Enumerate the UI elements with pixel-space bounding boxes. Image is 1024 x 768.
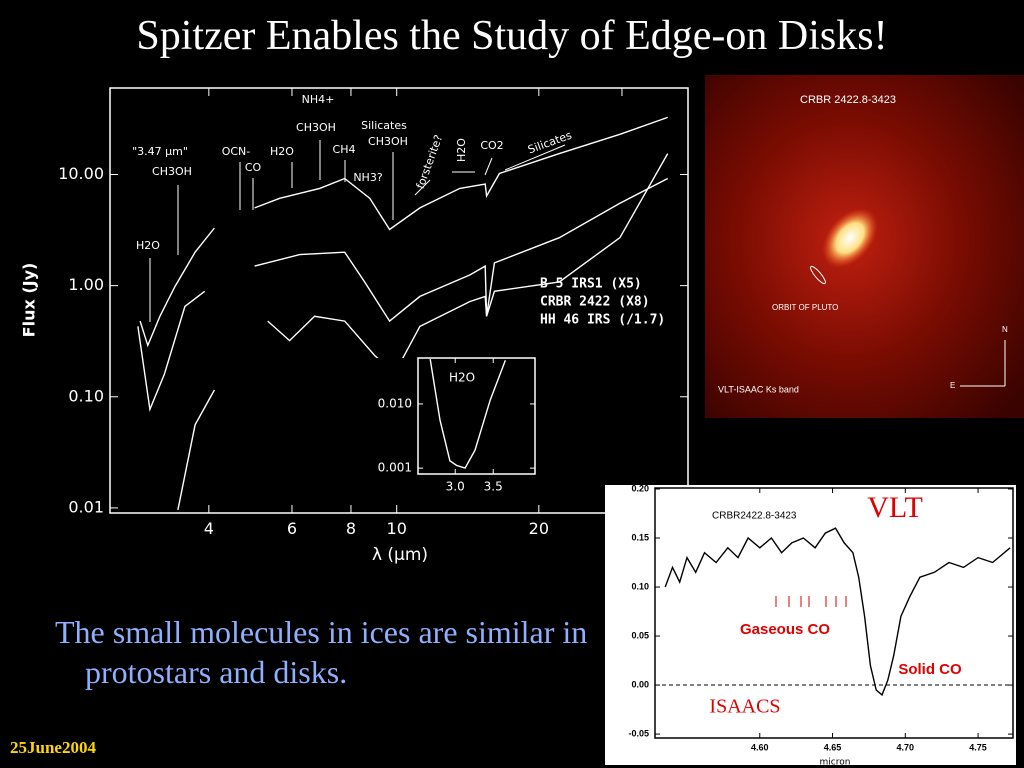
y-tick-label: 0.05 [631, 630, 649, 640]
y-axis-label: Flux (Jy) [617, 607, 636, 672]
spectrum-line [177, 153, 669, 511]
y-tick-label: 0.01 [68, 497, 104, 516]
image-title: CRBR 2422.8-3423 [800, 94, 896, 106]
body-text: The small molecules in ices are similar … [55, 614, 588, 690]
spectrum-line [137, 177, 669, 413]
x-tick-label: 20 [529, 519, 549, 538]
annotation: CO2 [480, 139, 503, 152]
image-label: E [950, 381, 955, 390]
y-tick-label: 10.00 [58, 164, 104, 183]
star-image: CRBR 2422.8-3423 ORBIT OF PLUTO VLT-ISAA… [705, 75, 1024, 418]
plot-frame [109, 87, 689, 514]
legend-entry: B 5 IRS1 (X5) [540, 277, 642, 292]
plot-frame [654, 487, 1014, 739]
leader-line [484, 157, 493, 176]
x-tick-label: 4.60 [751, 742, 769, 752]
x-axis-label: micron [820, 758, 851, 768]
spectrum-line [429, 358, 507, 469]
x-tick-label: 8 [346, 519, 356, 538]
annotation: NH3? [353, 171, 382, 184]
x-tick-label: 3.5 [484, 479, 503, 493]
annotation: CH3OH [368, 135, 408, 148]
x-tick-label: 4.65 [824, 742, 842, 752]
spectrum-line [664, 527, 1011, 697]
image-label: ORBIT OF PLUTO [772, 303, 838, 312]
annotation: CH4 [333, 143, 356, 156]
x-tick-label: 4.70 [897, 742, 915, 752]
x-axis-label: λ (μm) [372, 545, 428, 565]
legend-entry: CRBR 2422 (X8) [540, 295, 650, 310]
image-label: VLT-ISAAC Ks band [718, 384, 799, 394]
y-tick-label: -0.05 [628, 728, 649, 738]
plot-background [373, 358, 535, 474]
y-tick-label: 0.00 [631, 679, 649, 689]
annotation: Silicates [526, 129, 574, 157]
leader-line [504, 144, 566, 171]
annotation: OCN- [222, 145, 251, 158]
x-tick-label: 6 [287, 519, 297, 538]
slide-title: Spitzer Enables the Study of Edge-on Dis… [136, 13, 888, 59]
y-tick-label: 0.15 [631, 532, 649, 542]
spectrum-line [139, 116, 668, 348]
y-tick-label: 0.20 [631, 483, 649, 493]
disk-blob [822, 208, 878, 268]
annotation: Solid CO [898, 661, 962, 678]
footer: 25June2004 [10, 738, 96, 757]
annotation: NH4+ [302, 93, 335, 106]
annotation: VLT [867, 491, 923, 524]
annotation: H2O [136, 239, 160, 252]
annotation: forsterite? [414, 133, 446, 191]
chart-title: CRBR2422.8-3423 [712, 511, 797, 522]
legend-entry: HH 46 IRS (/1.7) [540, 313, 665, 328]
leader-line [414, 179, 431, 196]
annotation: CO [245, 161, 262, 174]
image-label: N [1002, 325, 1008, 334]
x-tick-label: 3.0 [446, 479, 465, 493]
plot-background [605, 485, 1016, 765]
annotation: "3.47 μm" [132, 145, 188, 158]
annotation: Gaseous CO [740, 621, 830, 638]
pluto-orbit [810, 265, 826, 285]
annotation: H2O [270, 145, 294, 158]
annotation: H2O [449, 371, 475, 385]
x-tick-label: 4 [204, 519, 214, 538]
x-tick-label: 10 [387, 519, 407, 538]
y-tick-label: 0.001 [378, 461, 412, 475]
y-tick-label: 0.10 [631, 581, 649, 591]
annotation: CH3OH [152, 165, 192, 178]
y-tick-label: 1.00 [68, 275, 104, 294]
y-axis-label: Flux (Jy) [20, 263, 39, 338]
annotation: Silicates [361, 119, 407, 132]
x-tick-label: 4.75 [969, 742, 987, 752]
y-tick-label: 0.10 [68, 386, 104, 405]
annotation: H2O [455, 138, 468, 162]
plot-frame [417, 357, 536, 475]
y-tick-label: 0.010 [378, 396, 412, 410]
annotation: ISAACS [709, 696, 780, 718]
annotation: CH3OH [296, 121, 336, 134]
